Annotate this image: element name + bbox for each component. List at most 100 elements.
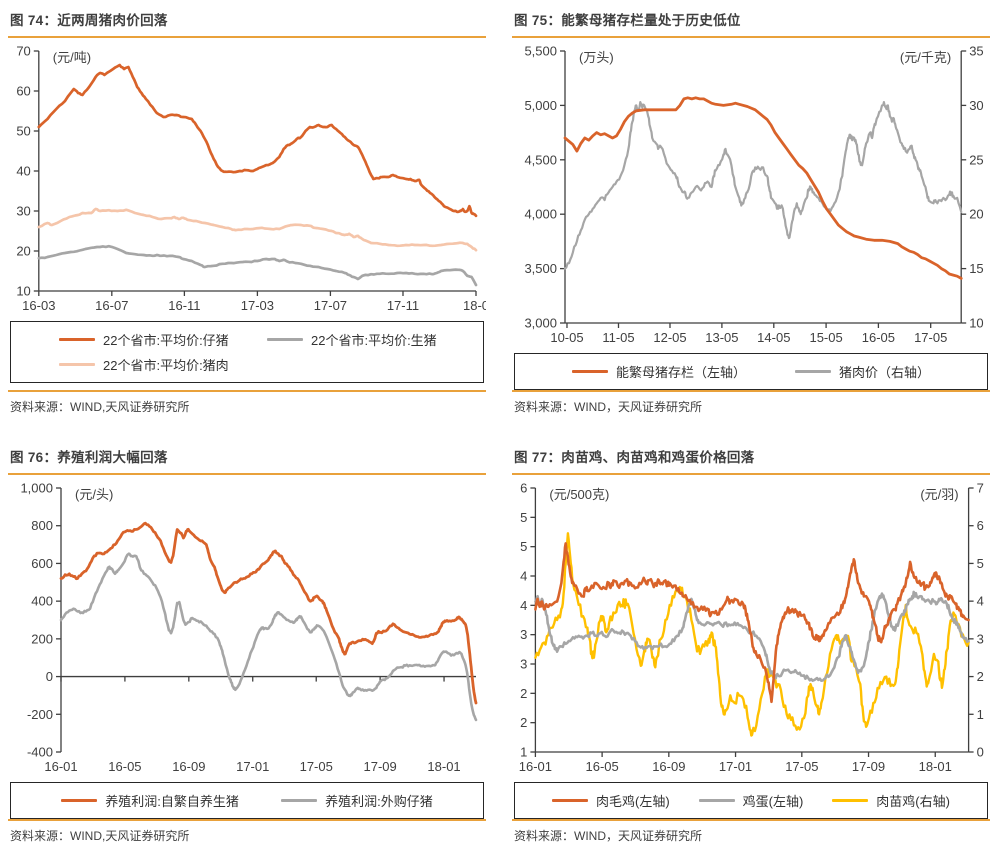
svg-text:5,500: 5,500 <box>524 44 557 59</box>
legend-figure-77: 肉毛鸡(左轴) 鸡蛋(左轴) 肉苗鸡(右轴) <box>514 782 988 819</box>
svg-text:2: 2 <box>977 669 984 684</box>
svg-text:10-05: 10-05 <box>550 330 583 345</box>
svg-text:60: 60 <box>16 84 30 99</box>
title-divider <box>8 36 486 38</box>
svg-text:18-0: 18-0 <box>463 298 486 313</box>
figure-74-title: 图 74：近两周猪肉价回落 <box>10 13 168 28</box>
figure-77-title: 图 77：肉苗鸡、肉苗鸡和鸡蛋价格回落 <box>514 450 755 465</box>
legend-line-swatch <box>794 370 831 373</box>
svg-text:17-09: 17-09 <box>852 759 885 774</box>
svg-text:3: 3 <box>977 631 984 646</box>
legend-line-swatch <box>267 338 303 341</box>
svg-text:50: 50 <box>16 124 30 139</box>
legend-label: 鸡蛋(左轴) <box>742 794 804 809</box>
svg-text:16-09: 16-09 <box>172 759 205 774</box>
svg-text:1: 1 <box>520 745 527 760</box>
svg-text:(万头): (万头) <box>579 50 614 65</box>
svg-text:(元/头): (元/头) <box>75 487 113 502</box>
svg-text:14-05: 14-05 <box>757 330 790 345</box>
svg-text:16-03: 16-03 <box>22 298 55 313</box>
legend-label: 养殖利润:自繁自养生猪 <box>105 794 239 809</box>
svg-text:4,500: 4,500 <box>524 152 557 167</box>
svg-text:10: 10 <box>16 284 30 299</box>
svg-text:12-05: 12-05 <box>653 330 686 345</box>
legend-item: 猪肉价（右轴） <box>794 359 930 384</box>
legend-item: 肉毛鸡(左轴) <box>551 788 670 813</box>
svg-text:3,000: 3,000 <box>524 316 557 331</box>
figure-76-panel: 图 76：养殖利润大幅回落 1,000 800 600 400 200 0 -200 -400… <box>8 439 486 846</box>
svg-text:40: 40 <box>16 164 30 179</box>
source-note: 资料来源：WIND，天风证券研究所 <box>512 390 990 417</box>
svg-text:35: 35 <box>969 44 983 59</box>
svg-text:3,500: 3,500 <box>524 261 557 276</box>
svg-text:15: 15 <box>969 261 983 276</box>
svg-text:3: 3 <box>520 657 527 672</box>
legend-label: 养殖利润:外购仔猪 <box>325 794 433 809</box>
svg-text:70: 70 <box>16 44 30 59</box>
legend-item: 养殖利润:自繁自养生猪 <box>61 788 239 813</box>
svg-text:200: 200 <box>31 631 53 646</box>
svg-text:17-07: 17-07 <box>314 298 347 313</box>
svg-text:17-03: 17-03 <box>241 298 274 313</box>
legend-item: 肉苗鸡(右轴) <box>832 788 950 813</box>
svg-text:13-05: 13-05 <box>705 330 738 345</box>
legend-line-swatch <box>59 363 95 366</box>
figure-77-panel: 图 77：肉苗鸡、肉苗鸡和鸡蛋价格回落 6 5 5 4 4 3 3 2 2 1 7 6 5 4 3 2 1 0 16… <box>512 439 990 846</box>
legend-label: 能繁母猪存栏（左轴） <box>615 365 746 380</box>
svg-text:(元/吨): (元/吨) <box>53 50 91 65</box>
legend-label: 猪肉价（右轴） <box>838 365 930 380</box>
svg-text:18-01: 18-01 <box>427 759 460 774</box>
svg-text:16-05: 16-05 <box>862 330 895 345</box>
svg-text:0: 0 <box>977 745 984 760</box>
legend-figure-74: 22个省市:平均价:仔猪 22个省市:平均价:生猪 22个省市:平均价:猪肉 <box>10 321 484 383</box>
svg-text:17-09: 17-09 <box>364 759 397 774</box>
svg-text:16-05: 16-05 <box>585 759 618 774</box>
legend-item: 能繁母猪存栏（左轴） <box>571 359 746 384</box>
svg-text:17-05: 17-05 <box>300 759 333 774</box>
svg-text:16-09: 16-09 <box>652 759 685 774</box>
svg-text:18-01: 18-01 <box>919 759 952 774</box>
title-divider <box>512 36 990 38</box>
svg-text:400: 400 <box>31 594 53 609</box>
title-divider <box>8 473 486 475</box>
legend-label: 肉毛鸡(左轴) <box>595 794 670 809</box>
figure-76-title: 图 76：养殖利润大幅回落 <box>10 450 168 465</box>
svg-text:25: 25 <box>969 152 983 167</box>
legend-item: 22个省市:平均价:生猪 <box>267 327 475 352</box>
svg-text:4: 4 <box>977 594 984 609</box>
legend-line-swatch <box>698 799 735 802</box>
svg-text:5,000: 5,000 <box>524 98 557 113</box>
source-note: 资料来源：WIND,天风证券研究所 <box>8 819 486 846</box>
svg-text:17-01: 17-01 <box>236 759 269 774</box>
svg-text:20: 20 <box>16 244 30 259</box>
svg-text:800: 800 <box>31 518 53 533</box>
legend-item: 鸡蛋(左轴) <box>698 788 804 813</box>
svg-text:4,000: 4,000 <box>524 207 557 222</box>
legend-item: 22个省市:平均价:仔猪 <box>59 327 267 352</box>
svg-text:17-01: 17-01 <box>719 759 752 774</box>
legend-figure-75: 能繁母猪存栏（左轴） 猪肉价（右轴） <box>514 353 988 390</box>
svg-text:5: 5 <box>520 539 527 554</box>
svg-text:11-05: 11-05 <box>602 330 634 345</box>
svg-text:16-07: 16-07 <box>95 298 128 313</box>
svg-text:4: 4 <box>520 598 527 613</box>
svg-text:(元/羽): (元/羽) <box>920 487 958 502</box>
legend-item: 养殖利润:外购仔猪 <box>281 788 433 813</box>
legend-line-swatch <box>59 338 95 341</box>
svg-text:30: 30 <box>969 98 983 113</box>
svg-text:5: 5 <box>520 510 527 525</box>
svg-text:7: 7 <box>977 481 984 496</box>
svg-text:16-11: 16-11 <box>168 298 200 313</box>
svg-text:16-01: 16-01 <box>519 759 552 774</box>
svg-text:1,000: 1,000 <box>20 481 53 496</box>
source-note: 资料来源：WIND，天风证券研究所 <box>512 819 990 846</box>
svg-text:4: 4 <box>520 569 527 584</box>
legend-label: 22个省市:平均价:生猪 <box>311 333 437 348</box>
figure-74-panel: 图 74：近两周猪肉价回落 70 60 50 40 30 20 10 16-03 16-07 16… <box>8 2 486 417</box>
svg-text:16-05: 16-05 <box>108 759 141 774</box>
legend-label: 肉苗鸡(右轴) <box>876 794 950 809</box>
legend-line-swatch <box>571 370 608 373</box>
source-note: 资料来源：WIND,天风证券研究所 <box>8 390 486 417</box>
legend-line-swatch <box>281 799 318 802</box>
